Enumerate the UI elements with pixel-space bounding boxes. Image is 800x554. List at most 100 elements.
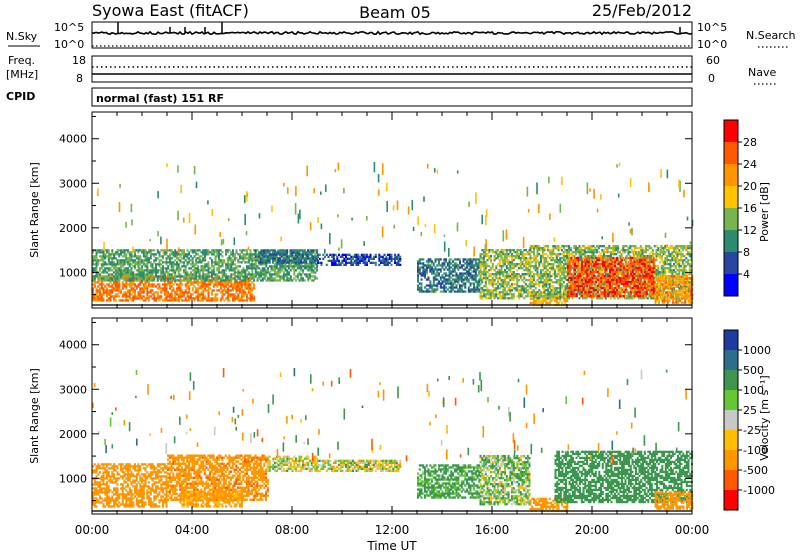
heatmap-cell	[230, 295, 233, 298]
heatmap-cell	[216, 297, 219, 300]
heatmap-cell	[552, 249, 555, 252]
heatmap-cell	[305, 255, 308, 258]
heatmap-cell	[212, 251, 215, 254]
heatmap-cell	[121, 251, 124, 254]
heatmap-cell	[253, 257, 256, 260]
heatmap-cell	[450, 286, 453, 289]
heatmap-cell	[460, 280, 463, 283]
heatmap-cell	[573, 267, 576, 270]
heatmap-cell	[457, 276, 460, 279]
heatmap-cell	[153, 291, 156, 294]
heatmap-cell	[307, 263, 310, 266]
heatmap-cell	[142, 277, 145, 280]
heatmap-cell	[310, 279, 313, 282]
heatmap-cell	[582, 297, 584, 300]
heatmap-cell	[564, 259, 567, 262]
heatmap-cell	[291, 265, 294, 268]
heatmap-cell	[453, 278, 456, 281]
heatmap-cell	[502, 251, 505, 254]
heatmap-cell	[111, 261, 114, 264]
heatmap-cell	[479, 297, 482, 300]
heatmap-cell	[514, 277, 517, 280]
heatmap-cell	[132, 295, 135, 298]
heatmap-cell	[429, 286, 432, 289]
heatmap-cell	[246, 295, 249, 298]
heatmap-cell	[521, 273, 524, 276]
heatmap-cell	[545, 297, 548, 300]
heatmap-cell	[483, 257, 485, 260]
heatmap-cell	[221, 255, 224, 258]
heatmap-cell	[495, 265, 498, 268]
heatmap-cell	[106, 283, 108, 286]
heatmap-cell	[441, 286, 444, 289]
heatmap-cell	[239, 261, 241, 264]
heatmap-cell	[176, 253, 178, 256]
heatmap-cell	[156, 275, 159, 278]
heatmap-cell	[483, 265, 485, 268]
heatmap-cell	[118, 287, 121, 290]
heatmap-cell	[564, 293, 567, 296]
heatmap-cell	[548, 275, 551, 278]
heatmap-cell	[557, 269, 560, 272]
heatmap-cell	[146, 265, 149, 268]
heatmap-cell	[202, 291, 205, 294]
heatmap-cell	[107, 267, 110, 270]
heatmap-cell	[474, 286, 477, 289]
heatmap-cell	[181, 253, 184, 256]
heatmap-cell	[118, 275, 121, 278]
heatmap-cell	[251, 281, 254, 284]
heatmap-cell	[425, 290, 428, 293]
heatmap-cell	[431, 284, 433, 287]
heatmap-cell	[578, 249, 581, 252]
heatmap-cell	[141, 295, 143, 298]
heatmap-cell	[545, 253, 548, 256]
heatmap-cell	[486, 289, 489, 292]
heatmap-cell	[127, 259, 129, 262]
heatmap-cell	[559, 285, 562, 288]
heatmap-cell	[97, 291, 100, 294]
heatmap-cell	[233, 281, 236, 284]
heatmap-cell	[536, 279, 539, 282]
heatmap-cell	[212, 289, 215, 292]
heatmap-cell	[555, 289, 558, 292]
heatmap-cell	[249, 273, 252, 276]
heatmap-cell	[481, 281, 484, 284]
heatmap-cell	[259, 251, 262, 254]
heatmap-cell	[507, 273, 510, 276]
heatmap-cell	[93, 285, 96, 288]
heatmap-cell	[452, 282, 454, 285]
heatmap-cell	[99, 295, 101, 298]
heatmap-cell	[550, 265, 553, 268]
heatmap-cell	[478, 266, 481, 269]
heatmap-cell	[507, 255, 510, 258]
heatmap-cell	[516, 279, 519, 282]
heatmap-cell	[646, 245, 649, 248]
heatmap-cell	[240, 299, 243, 302]
heatmap-cell	[457, 268, 460, 271]
heatmap-cell	[239, 285, 241, 288]
heatmap-cell	[123, 275, 126, 278]
heatmap-cell	[523, 273, 526, 276]
heatmap-cell	[230, 251, 233, 254]
heatmap-cell	[228, 263, 231, 266]
heatmap-cell	[387, 259, 389, 262]
heatmap-cell	[158, 255, 161, 258]
heatmap-cell	[495, 251, 498, 254]
heatmap-cell	[512, 251, 515, 254]
heatmap-cell	[130, 283, 133, 286]
heatmap-cell	[459, 288, 461, 291]
heatmap-cell	[113, 283, 116, 286]
heatmap-cell	[107, 269, 110, 272]
heatmap-cell	[466, 280, 468, 283]
heatmap-cell	[218, 257, 221, 260]
heatmap-cell	[167, 281, 170, 284]
heatmap-cell	[500, 267, 503, 270]
heatmap-cell	[523, 265, 526, 268]
heatmap-cell	[312, 251, 315, 254]
heatmap-cell	[153, 283, 156, 286]
heatmap-cell	[523, 289, 526, 292]
heatmap-cell	[244, 291, 247, 294]
heatmap-cell	[207, 299, 210, 302]
heatmap-cell	[490, 281, 492, 284]
heatmap-cell	[474, 276, 477, 279]
